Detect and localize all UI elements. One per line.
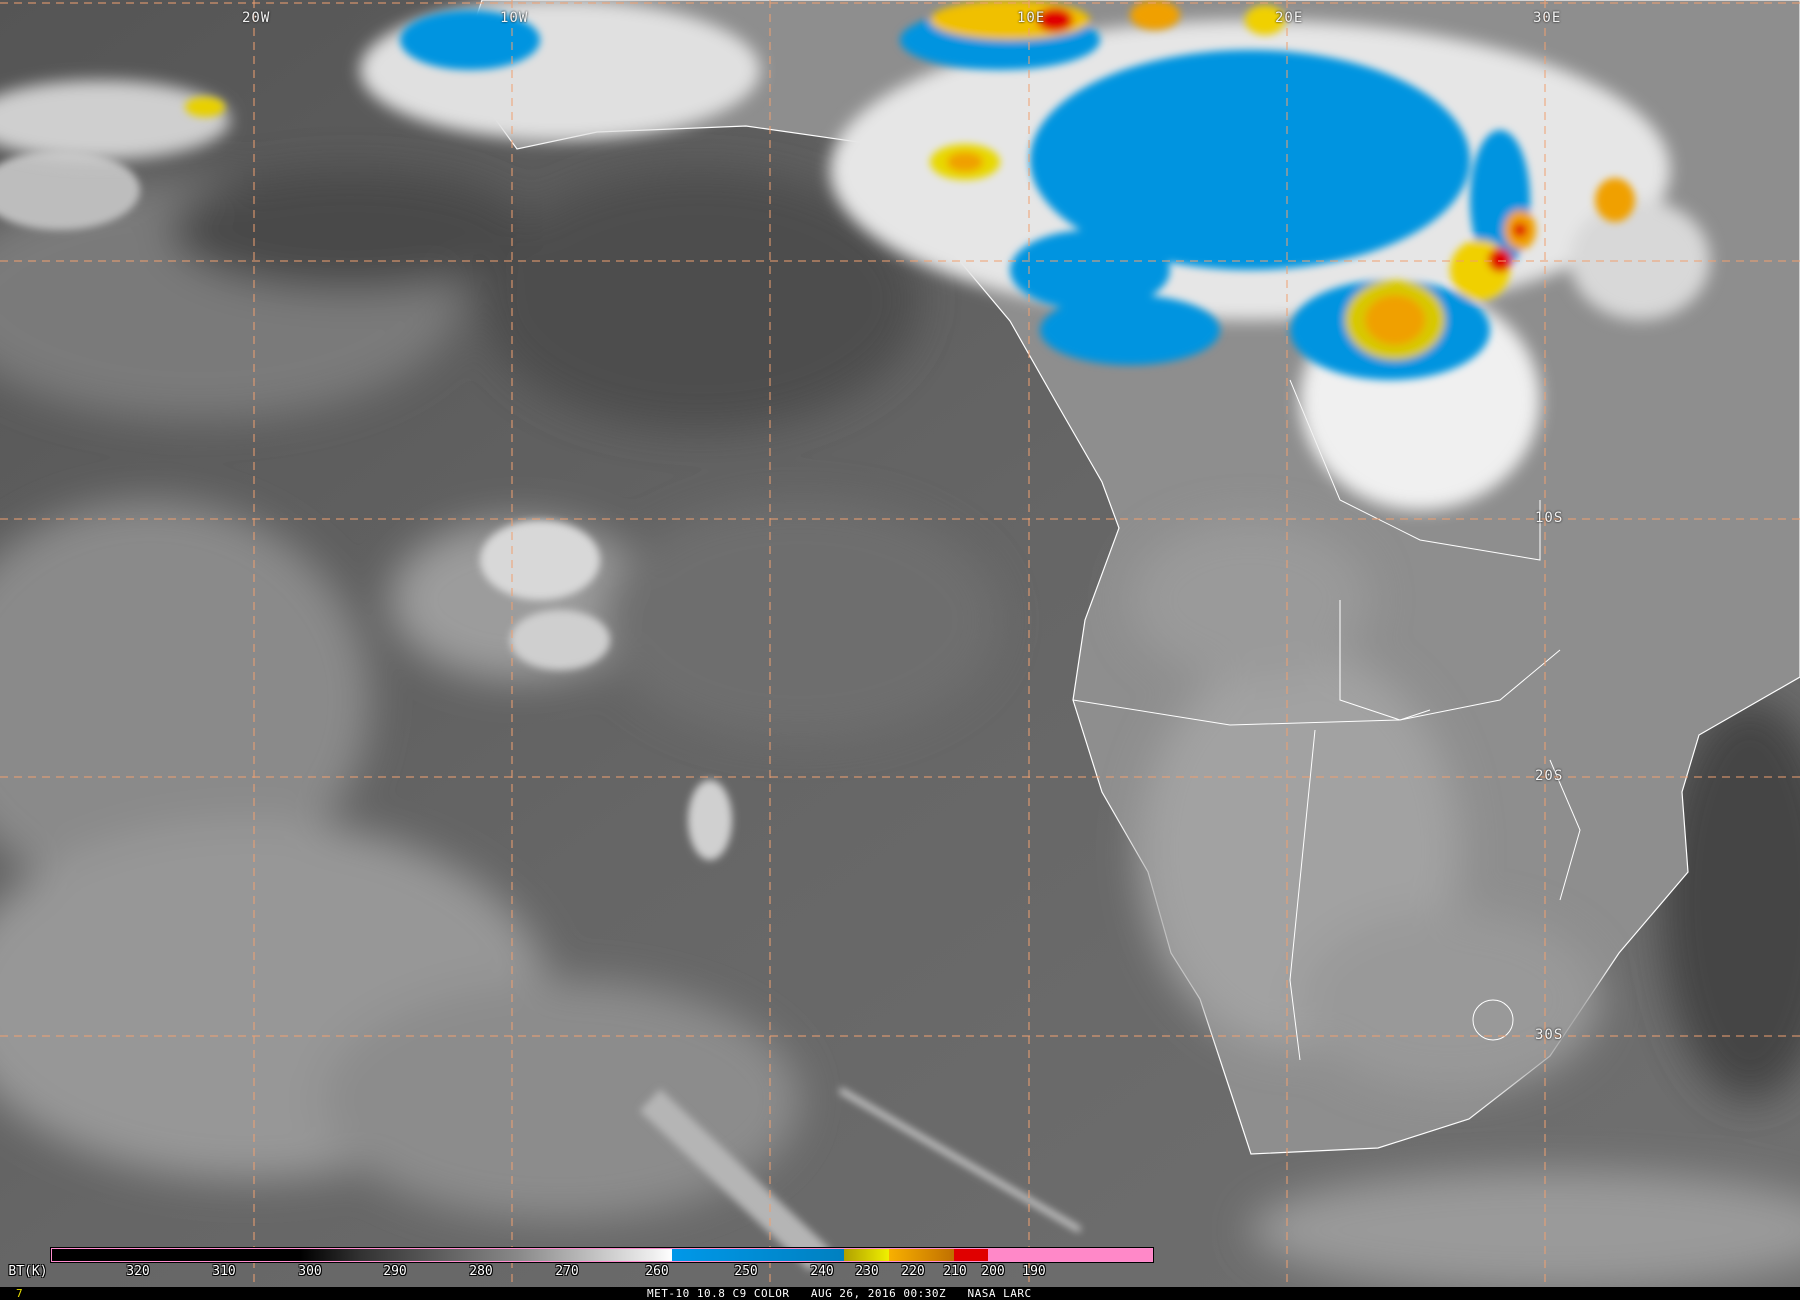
colorbar-red-segment — [954, 1249, 988, 1261]
colorbar-tick: 260 — [645, 1264, 669, 1279]
colorbar-tick: 240 — [810, 1264, 834, 1279]
colorbar-unit-label: BT(K) — [8, 1264, 48, 1279]
colorbar-orange-segment — [889, 1249, 954, 1261]
colorbar-tick: 290 — [383, 1264, 407, 1279]
colorbar-tick: 280 — [469, 1264, 493, 1279]
colorbar-tick: 310 — [212, 1264, 236, 1279]
convective-cold-tops — [185, 0, 1635, 380]
colorbar-yellow-segment — [844, 1249, 889, 1261]
land-shading — [1130, 520, 1600, 1090]
colorbar-tick: 300 — [298, 1264, 322, 1279]
lon-label-30e: 30E — [1533, 10, 1562, 26]
colorbar-tick: 320 — [126, 1264, 150, 1279]
colorbar-tick: 200 — [981, 1264, 1005, 1279]
image-caption: MET-10 10.8 C9 COLOR AUG 26, 2016 00:30Z… — [647, 1287, 1032, 1300]
colorbar-tick: 250 — [734, 1264, 758, 1279]
lat-label-20s: 20S — [1535, 768, 1564, 784]
scattered-clouds — [0, 150, 1082, 1271]
colorbar-pink-segment — [988, 1249, 1152, 1261]
lon-label-20w: 20W — [242, 10, 271, 26]
colorbar-gray-segment — [52, 1249, 672, 1261]
lat-label-10s: 10S — [1535, 510, 1564, 526]
temperature-colorbar — [50, 1247, 1154, 1263]
lon-label-10w: 10W — [500, 10, 529, 26]
colorbar-tick: 270 — [555, 1264, 579, 1279]
lon-label-10e: 10E — [1017, 10, 1046, 26]
lon-label-20e: 20E — [1275, 10, 1304, 26]
colorbar-tick: 230 — [855, 1264, 879, 1279]
colorbar-tick: 210 — [943, 1264, 967, 1279]
ocean-cloud-texture — [0, 170, 1800, 1290]
colorbar-tick: 190 — [1022, 1264, 1046, 1279]
lat-label-30s: 30S — [1535, 1027, 1564, 1043]
image-caption-bar: 7 MET-10 10.8 C9 COLOR AUG 26, 2016 00:3… — [0, 1287, 1800, 1300]
colorbar-blue-segment — [672, 1249, 844, 1261]
frame-number: 7 — [16, 1287, 23, 1300]
colorbar-tick: 220 — [901, 1264, 925, 1279]
